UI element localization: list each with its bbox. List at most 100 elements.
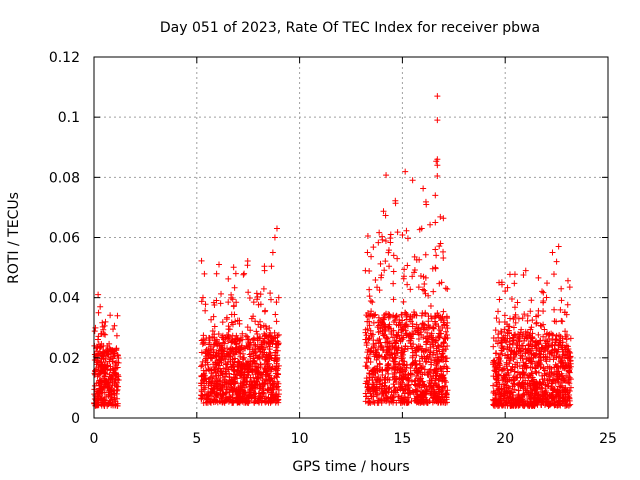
y-axis-label: ROTI / TECUs — [6, 192, 22, 284]
data-point — [374, 324, 381, 331]
data-point — [430, 288, 437, 295]
data-point — [91, 328, 98, 335]
data-point — [526, 380, 533, 387]
data-point — [366, 387, 373, 394]
data-point — [515, 336, 522, 343]
data-point — [427, 221, 434, 228]
data-point — [261, 344, 268, 351]
data-point — [267, 290, 274, 297]
data-point — [203, 335, 210, 342]
data-point — [386, 399, 393, 406]
data-point — [533, 369, 540, 376]
data-point — [544, 280, 551, 287]
data-point — [367, 297, 374, 304]
data-point — [106, 399, 113, 406]
data-point — [509, 383, 516, 390]
data-point — [206, 376, 213, 383]
data-point — [431, 366, 438, 373]
data-point — [412, 386, 419, 393]
data-point — [502, 352, 509, 359]
data-point — [366, 318, 373, 325]
data-point — [557, 383, 564, 390]
data-point — [430, 325, 437, 332]
data-point — [493, 350, 500, 357]
data-point — [244, 257, 251, 264]
data-point — [411, 359, 418, 366]
data-point — [273, 347, 280, 354]
data-point — [502, 402, 509, 409]
data-point — [107, 391, 114, 398]
data-point — [567, 353, 574, 360]
data-point — [95, 341, 102, 348]
data-point — [260, 322, 267, 329]
data-point — [522, 267, 529, 274]
data-point — [214, 392, 221, 399]
data-point — [552, 336, 559, 343]
data-point — [376, 361, 383, 368]
data-point — [432, 337, 439, 344]
data-point — [368, 393, 375, 400]
data-point — [533, 342, 540, 349]
data-point — [376, 229, 383, 236]
data-point — [400, 351, 407, 358]
data-point — [380, 320, 387, 327]
data-point — [259, 380, 266, 387]
data-point — [396, 360, 403, 367]
data-point — [435, 386, 442, 393]
data-point — [92, 324, 99, 331]
data-point — [257, 361, 264, 368]
data-point — [514, 381, 521, 388]
data-point — [429, 394, 436, 401]
data-point — [382, 237, 389, 244]
y-tick-label: 0.1 — [58, 110, 80, 126]
data-point — [260, 285, 267, 292]
data-point — [255, 354, 262, 361]
data-point — [199, 294, 206, 301]
data-point — [400, 275, 407, 282]
data-point — [520, 384, 527, 391]
data-point — [375, 329, 382, 336]
data-point — [422, 358, 429, 365]
data-point — [529, 317, 536, 324]
data-point — [540, 289, 547, 296]
data-point — [274, 378, 281, 385]
data-point — [99, 349, 106, 356]
data-point — [100, 331, 107, 338]
data-point — [420, 326, 427, 333]
data-point — [409, 352, 416, 359]
data-point — [112, 362, 119, 368]
data-point — [549, 392, 556, 399]
data-point — [393, 313, 400, 320]
data-point — [433, 372, 440, 379]
data-point — [370, 337, 377, 344]
data-point — [408, 371, 415, 378]
data-point — [404, 235, 411, 242]
data-point — [228, 364, 235, 371]
data-point — [498, 339, 505, 346]
data-point — [232, 374, 239, 381]
data-point — [440, 248, 447, 255]
data-point — [377, 366, 384, 373]
data-point — [372, 351, 379, 358]
data-point — [540, 354, 547, 361]
data-point — [380, 347, 387, 354]
data-point — [511, 386, 518, 393]
data-point — [362, 326, 369, 333]
data-point — [233, 332, 240, 339]
data-point — [274, 367, 281, 374]
data-point — [439, 350, 446, 357]
data-point — [205, 341, 212, 348]
data-point — [540, 333, 547, 340]
data-point — [371, 343, 378, 350]
data-point — [549, 380, 556, 387]
data-point — [529, 334, 536, 341]
data-point — [442, 355, 449, 362]
data-point — [566, 380, 573, 387]
data-point — [114, 352, 121, 359]
data-point — [438, 388, 445, 395]
data-point — [511, 304, 518, 311]
data-point — [537, 337, 544, 344]
data-point — [94, 373, 101, 380]
data-point — [366, 293, 373, 300]
data-point — [400, 387, 407, 394]
